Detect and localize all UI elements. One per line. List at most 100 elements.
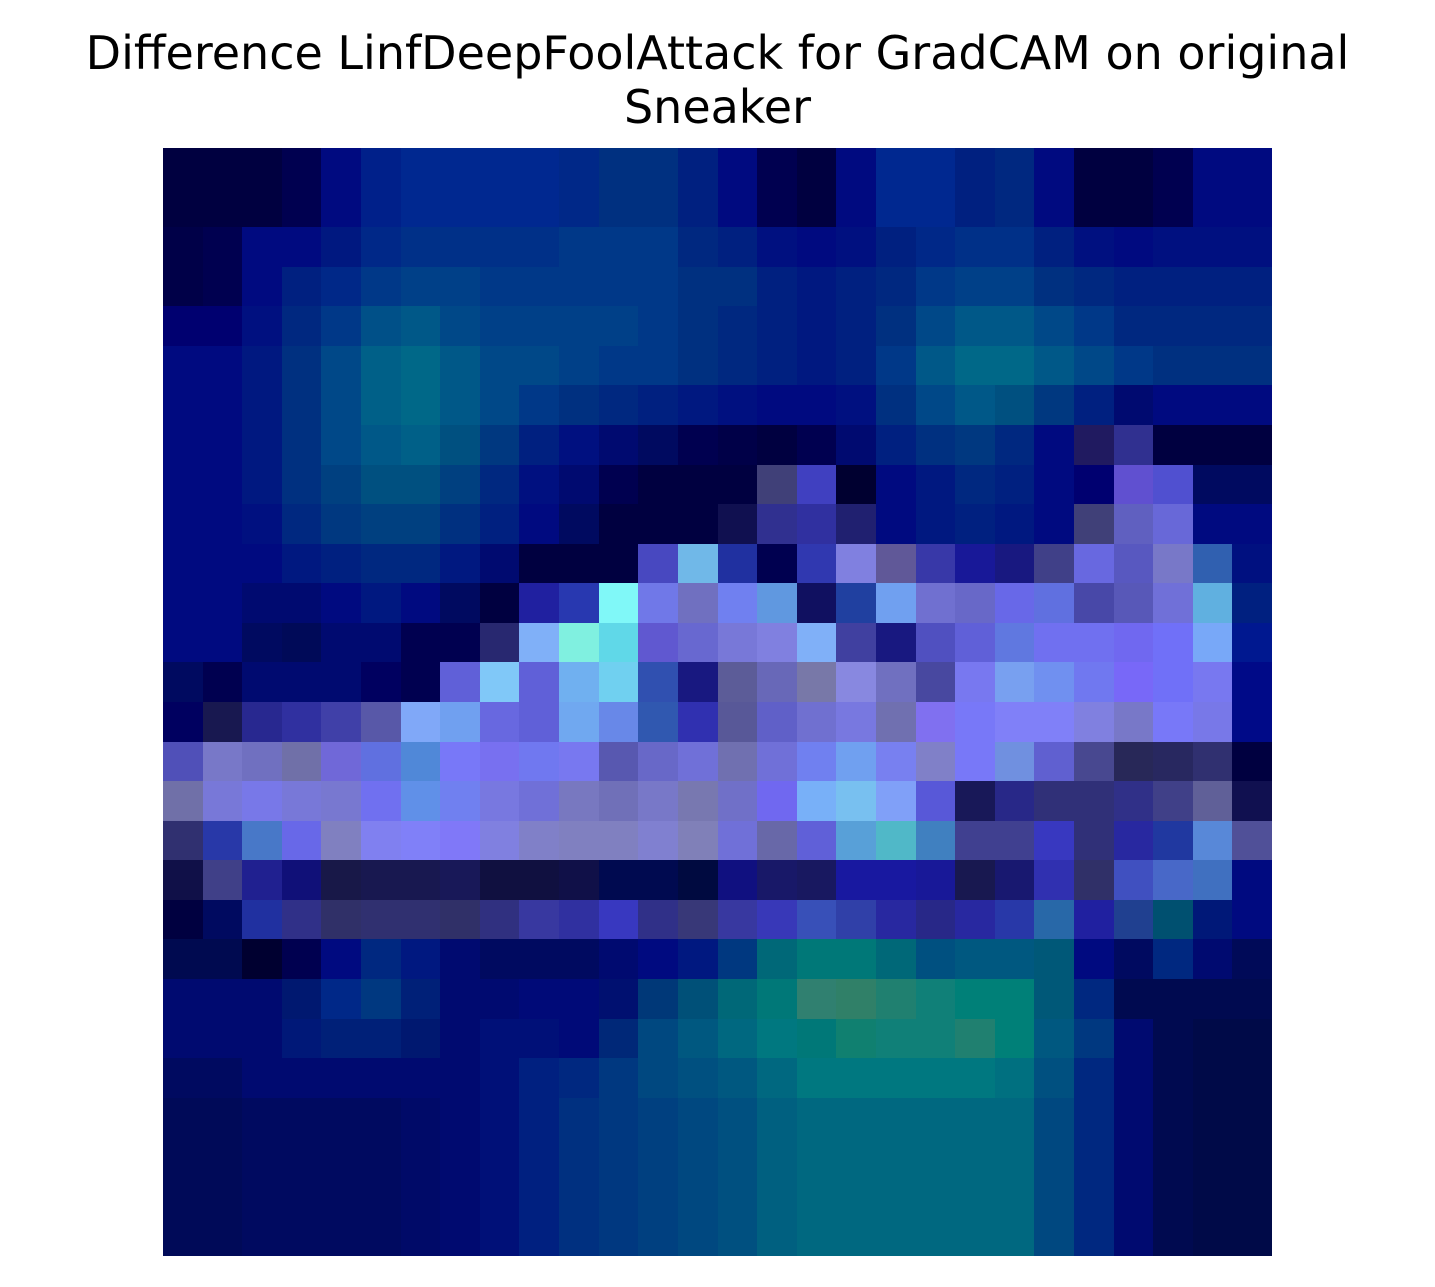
heatmap-cell-r20-c25 — [1153, 939, 1193, 979]
heatmap-cell-r19-c25 — [1153, 899, 1193, 940]
heatmap-cell-r21-c19 — [915, 979, 956, 1019]
heatmap-cell-r7-c25 — [1153, 425, 1193, 465]
heatmap-cell-r7-c26 — [1192, 425, 1233, 465]
heatmap-cell-r5-c9 — [519, 345, 560, 386]
heatmap-cell-r16-c14 — [717, 781, 758, 821]
heatmap-cell-r0-c18 — [875, 148, 916, 188]
heatmap-cell-r8-c9 — [519, 464, 560, 505]
heatmap-cell-r10-c19 — [915, 543, 956, 584]
heatmap-cell-r4-c18 — [875, 306, 916, 346]
heatmap-cell-r21-c5 — [361, 979, 401, 1019]
heatmap-cell-r2-c25 — [1153, 227, 1193, 267]
heatmap-cell-r4-c22 — [1034, 306, 1074, 346]
heatmap-cell-r16-c0 — [163, 781, 203, 821]
heatmap-cell-r13-c22 — [1034, 662, 1074, 702]
heatmap-cell-r22-c24 — [1113, 1018, 1154, 1059]
heatmap-cell-r3-c4 — [321, 266, 362, 307]
heatmap-cell-r10-c26 — [1192, 543, 1233, 584]
heatmap-cell-r11-c5 — [361, 583, 401, 623]
heatmap-cell-r13-c0 — [163, 662, 203, 702]
heatmap-cell-r2-c9 — [519, 227, 560, 267]
heatmap-cell-r26-c6 — [400, 1176, 441, 1217]
heatmap-cell-r26-c24 — [1113, 1176, 1154, 1217]
heatmap-cell-r18-c21 — [994, 860, 1035, 900]
heatmap-cell-r18-c23 — [1073, 860, 1114, 900]
heatmap-cell-r5-c4 — [321, 345, 362, 386]
heatmap-cell-r3-c17 — [836, 266, 876, 307]
heatmap-cell-r9-c18 — [875, 504, 916, 544]
heatmap-cell-r1-c5 — [361, 187, 401, 228]
heatmap-cell-r18-c9 — [519, 860, 560, 900]
heatmap-cell-r18-c15 — [757, 860, 797, 900]
heatmap-cell-r8-c26 — [1192, 464, 1233, 505]
heatmap-cell-r7-c14 — [717, 425, 758, 465]
heatmap-cell-r26-c3 — [281, 1176, 322, 1217]
heatmap-cell-r6-c24 — [1113, 385, 1154, 425]
heatmap-cell-r22-c6 — [400, 1018, 441, 1059]
heatmap-cell-r13-c24 — [1113, 662, 1154, 702]
heatmap-cell-r17-c13 — [677, 820, 718, 861]
heatmap-cell-r18-c24 — [1113, 860, 1154, 900]
heatmap-cell-r16-c2 — [242, 781, 282, 821]
heatmap-cell-r23-c15 — [757, 1058, 797, 1098]
heatmap-cell-r13-c13 — [677, 662, 718, 702]
heatmap-cell-r22-c15 — [757, 1018, 797, 1059]
heatmap-cell-r6-c4 — [321, 385, 362, 425]
heatmap-cell-r10-c5 — [361, 543, 401, 584]
heatmap-cell-r26-c2 — [242, 1176, 282, 1217]
heatmap-cell-r1-c13 — [677, 187, 718, 228]
heatmap-cell-r10-c16 — [796, 543, 837, 584]
heatmap-cell-r4-c10 — [559, 306, 599, 346]
heatmap-cell-r22-c17 — [836, 1018, 876, 1059]
heatmap-cell-r13-c27 — [1232, 662, 1272, 702]
heatmap-cell-r12-c11 — [598, 622, 639, 663]
heatmap-cell-r10-c11 — [598, 543, 639, 584]
heatmap-cell-r27-c25 — [1153, 1216, 1193, 1256]
heatmap-cell-r12-c5 — [361, 622, 401, 663]
heatmap-cell-r25-c0 — [163, 1137, 203, 1177]
heatmap-cell-r15-c4 — [321, 741, 362, 782]
heatmap-cell-r7-c9 — [519, 425, 560, 465]
heatmap-cell-r22-c26 — [1192, 1018, 1233, 1059]
heatmap-cell-r25-c24 — [1113, 1137, 1154, 1177]
heatmap-cell-r6-c11 — [598, 385, 639, 425]
heatmap-cell-r11-c0 — [163, 583, 203, 623]
heatmap-cell-r12-c8 — [479, 622, 520, 663]
heatmap-cell-r26-c11 — [598, 1176, 639, 1217]
heatmap-cell-r17-c9 — [519, 820, 560, 861]
heatmap-cell-r4-c1 — [202, 306, 243, 346]
heatmap-cell-r18-c14 — [717, 860, 758, 900]
heatmap-cell-r0-c25 — [1153, 148, 1193, 188]
heatmap-cell-r27-c2 — [242, 1216, 282, 1256]
heatmap-cell-r27-c6 — [400, 1216, 441, 1256]
heatmap-cell-r8-c4 — [321, 464, 362, 505]
heatmap-cell-r14-c23 — [1073, 702, 1114, 742]
heatmap-cell-r0-c2 — [242, 148, 282, 188]
heatmap-cell-r3-c18 — [875, 266, 916, 307]
heatmap-cell-r22-c10 — [559, 1018, 599, 1059]
heatmap-cell-r2-c3 — [281, 227, 322, 267]
heatmap-cell-r24-c3 — [281, 1097, 322, 1138]
heatmap-cell-r21-c6 — [400, 979, 441, 1019]
heatmap-cell-r21-c13 — [677, 979, 718, 1019]
heatmap-cell-r15-c8 — [479, 741, 520, 782]
heatmap-cell-r5-c21 — [994, 345, 1035, 386]
heatmap-cell-r1-c9 — [519, 187, 560, 228]
heatmap-cell-r20-c10 — [559, 939, 599, 979]
heatmap-cell-r1-c6 — [400, 187, 441, 228]
heatmap-cell-r15-c7 — [440, 741, 480, 782]
heatmap-cell-r7-c20 — [955, 425, 995, 465]
heatmap-cell-r7-c5 — [361, 425, 401, 465]
heatmap-cell-r16-c25 — [1153, 781, 1193, 821]
heatmap-cell-r6-c9 — [519, 385, 560, 425]
heatmap-cell-r9-c22 — [1034, 504, 1074, 544]
heatmap-cell-r11-c17 — [836, 583, 876, 623]
heatmap-cell-r6-c18 — [875, 385, 916, 425]
heatmap-cell-r17-c25 — [1153, 820, 1193, 861]
heatmap-cell-r16-c13 — [677, 781, 718, 821]
heatmap-cell-r17-c19 — [915, 820, 956, 861]
heatmap-cell-r6-c23 — [1073, 385, 1114, 425]
heatmap-cell-r13-c9 — [519, 662, 560, 702]
heatmap-cell-r20-c26 — [1192, 939, 1233, 979]
heatmap-cell-r12-c9 — [519, 622, 560, 663]
